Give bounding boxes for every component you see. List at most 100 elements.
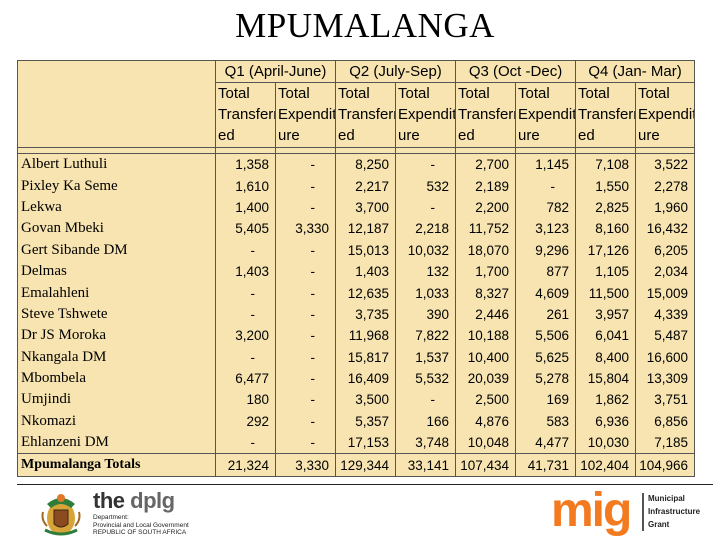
dplg-subtitle-2: Provincial and Local Government (93, 521, 189, 529)
dplg-subtitle-1: Department: (93, 514, 129, 521)
municipality-name: Lekwa (17, 196, 216, 219)
value-cell: 2,189 (455, 175, 517, 197)
value-cell: 782 (515, 196, 577, 219)
quarter-header-row: Q1 (April-June) Q2 (July-Sep) Q3 (Oct -Dec… (17, 60, 696, 148)
table-row: Emalahleni - -12,635 1,033 8,327 4,609 11,500 1… (17, 282, 696, 304)
municipality-name: Govan Mbeki (17, 218, 216, 240)
value-cell: 4,609 (515, 282, 577, 304)
value-cell: 18,070 (455, 239, 517, 261)
value-cell: 5,625 (515, 346, 577, 368)
value-cell: 12,635 (335, 282, 397, 304)
quarter-header: Q3 (Oct -Dec) (455, 60, 577, 83)
value-cell: - (274, 367, 337, 390)
allocation-table: Q1 (April-June) Q2 (July-Sep) Q3 (Oct -Dec… (17, 60, 696, 478)
table-row: Steve Tshwete - -3,735 390 2,446 261 3,957 4,33… (17, 303, 696, 326)
page-title: MPUMALANGA (235, 6, 495, 45)
table-row: Mbombela 6,477-16,409 5,532 20,039 5,278 15,8… (17, 367, 696, 390)
value-cell: 6,477 (215, 367, 276, 390)
table-row: Umjindi 180-3,500-2,500 169 1,862 3,751 (17, 389, 696, 411)
value-cell: 6,205 (635, 239, 696, 261)
value-cell: 10,030 (575, 432, 637, 454)
value-cell: 5,532 (395, 367, 457, 390)
value-cell: 1,610 (215, 175, 276, 197)
value-cell: 16,600 (635, 346, 696, 368)
spacer-row (17, 147, 696, 154)
value-cell: 5,405 (215, 218, 276, 240)
value-cell: 1,033 (395, 282, 457, 304)
totals-row: Mpumalanga Totals 21,324 3,330 129,344 33,14… (17, 453, 696, 478)
value-cell: 2,034 (635, 260, 696, 283)
value-cell: 7,185 (635, 432, 696, 454)
value-cell: - (515, 175, 577, 197)
value-cell: 3,200 (215, 325, 276, 347)
value-cell: 10,400 (455, 346, 517, 368)
municipality-name: Ehlanzeni DM (17, 432, 216, 454)
municipality-name: Dr JS Moroka (17, 325, 216, 347)
mig-line-3: Grant (648, 520, 670, 529)
value-cell: 1,550 (575, 175, 637, 197)
table-row: Albert Luthuli 1,358-8,250-2,700 1,145 7,10… (17, 153, 696, 176)
value-cell: 41,731 (515, 453, 577, 478)
value-cell: 17,126 (575, 239, 637, 261)
value-cell: 1,403 (215, 260, 276, 283)
value-cell: 8,160 (575, 218, 637, 240)
value-cell: 8,250 (335, 153, 397, 176)
value-cell: 4,876 (455, 410, 517, 433)
quarter-header: Q4 (Jan- Mar) (575, 60, 696, 83)
value-cell: 3,700 (335, 196, 397, 219)
value-cell: 2,446 (455, 303, 517, 326)
municipality-name: Mbombela (17, 367, 216, 390)
mig-line-2: Infrastructure (648, 507, 701, 516)
value-cell: 1,145 (515, 153, 577, 176)
mig-wordmark: mig (551, 484, 632, 537)
mig-logo: mig Municipal Infrastructure Grant (551, 484, 711, 537)
value-cell: 11,752 (455, 218, 517, 240)
quarter-header: Q2 (July-Sep) (335, 60, 457, 83)
value-cell: 390 (395, 303, 457, 326)
value-cell: 11,968 (335, 325, 397, 347)
value-cell: 15,013 (335, 239, 397, 261)
coat-of-arms-icon (41, 494, 81, 536)
table-row: Ehlanzeni DM - -17,153 3,748 10,048 4,477 10,0… (17, 432, 696, 454)
value-cell: 6,041 (575, 325, 637, 347)
value-cell: 2,825 (575, 196, 637, 219)
value-cell: 9,296 (515, 239, 577, 261)
value-cell: 5,278 (515, 367, 577, 390)
table-row: Nkangala DM - -15,817 1,537 10,400 5,625 8,400… (17, 346, 696, 368)
value-cell: 1,403 (335, 260, 397, 283)
value-cell: 2,217 (335, 175, 397, 197)
value-cell: 8,400 (575, 346, 637, 368)
total-transferred-header: Total Transferr ed (455, 82, 517, 148)
value-cell: - (274, 260, 337, 283)
value-cell: - (274, 410, 337, 433)
allocation-table-container: Q1 (April-June) Q2 (July-Sep) Q3 (Oct -Dec… (17, 60, 696, 478)
value-cell: 2,500 (455, 389, 517, 411)
municipality-name: Mpumalanga Totals (17, 453, 216, 478)
value-cell: - (215, 239, 276, 261)
municipality-name: Nkomazi (17, 410, 216, 433)
table-row: Nkomazi 292-5,357 166 4,876 583 6,936 6,856 (17, 410, 696, 433)
value-cell: 166 (395, 410, 457, 433)
value-cell: 16,432 (635, 218, 696, 240)
table-body: Albert Luthuli 1,358-8,250-2,700 1,145 7,10… (17, 147, 696, 478)
value-cell: 877 (515, 260, 577, 283)
value-cell: 2,700 (455, 153, 517, 176)
total-expenditure-header: Total Expendit ure (274, 82, 337, 148)
value-cell: 3,500 (335, 389, 397, 411)
value-cell: - (395, 389, 457, 411)
quarter-header: Q1 (April-June) (214, 60, 337, 83)
municipality-name: Albert Luthuli (17, 153, 216, 176)
dplg-the-text: the (93, 488, 125, 513)
total-transferred-header: Total Transferr ed (215, 82, 276, 148)
value-cell: 2,218 (395, 218, 457, 240)
value-cell: 129,344 (335, 453, 397, 478)
value-cell: - (274, 196, 337, 219)
value-cell: 11,500 (575, 282, 637, 304)
value-cell: 3,957 (575, 303, 637, 326)
value-cell: 10,188 (455, 325, 517, 347)
value-cell: 1,862 (575, 389, 637, 411)
municipality-name: Emalahleni (17, 282, 216, 304)
value-cell: 4,339 (635, 303, 696, 326)
value-cell: - (395, 196, 457, 219)
value-cell: - (274, 303, 337, 326)
